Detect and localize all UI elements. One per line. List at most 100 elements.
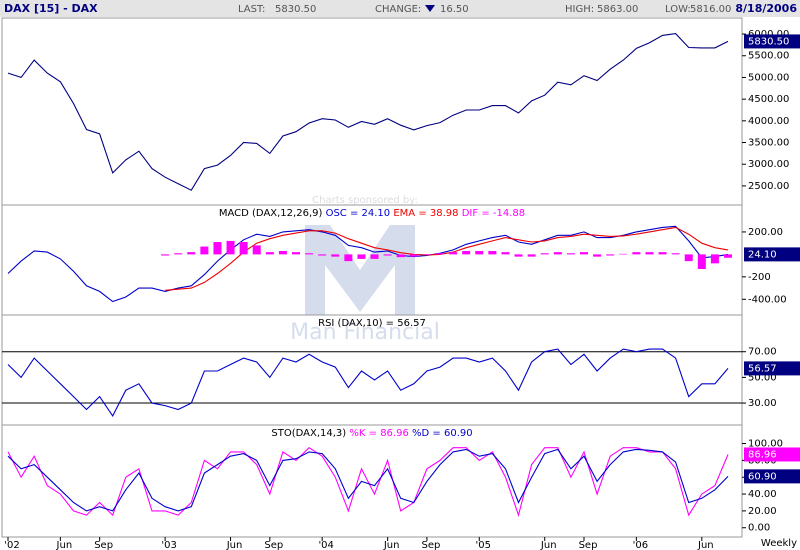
title-text: RSI (DAX,10) =: [318, 318, 394, 329]
histogram-bar: [436, 253, 444, 255]
x-tick-label: '03: [161, 540, 176, 550]
histogram-bar: [593, 254, 602, 257]
header-bar: [0, 0, 800, 17]
panel-title: STO(DAX,14,3) %K = 86.96 %D = 60.90: [271, 428, 472, 439]
x-tick-label: Jun: [56, 540, 73, 550]
x-tick-label: '02: [4, 540, 19, 550]
histogram-bar: [671, 253, 680, 255]
histogram-bar: [344, 254, 353, 262]
x-tick-label: Jun: [540, 540, 557, 550]
value-box-label: 24.10: [748, 249, 777, 260]
value-box-label: 5830.50: [748, 36, 789, 47]
high-value: 5863.00: [597, 4, 638, 15]
legend-name: OSC =: [326, 208, 359, 219]
histogram-bar: [174, 253, 183, 255]
y-tick-label: 70.00: [748, 347, 777, 358]
y-tick-label: 40.00: [748, 489, 777, 500]
histogram-bar: [514, 254, 523, 257]
value-box-label: 56.57: [748, 363, 777, 374]
legend-value: 24.10: [362, 208, 391, 219]
value-box-label: 86.96: [748, 449, 777, 460]
panel-title: RSI (DAX,10) = 56.57: [318, 318, 426, 329]
histogram-bar: [606, 254, 615, 256]
value-box: [744, 34, 800, 49]
series-line: [165, 226, 729, 291]
y-tick-label: 2500.00: [748, 181, 789, 192]
histogram-bar: [357, 254, 366, 259]
histogram-bar: [619, 253, 628, 255]
value-box: [744, 469, 800, 484]
y-tick-label: 3000.00: [748, 159, 789, 170]
histogram-bar: [422, 254, 431, 255]
period: Weekly: [761, 538, 797, 549]
sponsor-note: Charts sponsored by:: [312, 195, 418, 206]
y-tick-label: 30.00: [748, 398, 777, 409]
down-arrow: [425, 5, 435, 12]
y-tick-label: -200: [748, 272, 771, 283]
histogram-bar: [200, 246, 209, 255]
legend-value: -14.88: [493, 208, 525, 219]
histogram-bar: [645, 252, 654, 255]
histogram-bar: [252, 245, 261, 255]
title-text: MACD (DAX,12,26,9): [219, 208, 323, 219]
panel-frame: [1, 424, 743, 538]
change-value: 16.50: [440, 4, 469, 15]
histogram-bar: [396, 254, 405, 258]
histogram-bar: [187, 252, 196, 255]
x-tick-label: Sep: [579, 540, 598, 550]
x-tick-label: Jun: [383, 540, 400, 550]
panel-title: MACD (DAX,12,26,9) OSC = 24.10 EMA = 38.…: [219, 208, 525, 219]
histogram-bar: [540, 253, 549, 255]
histogram-bar: [475, 251, 484, 255]
change-label: CHANGE:: [375, 4, 421, 15]
histogram-bar: [383, 254, 392, 256]
x-tick-label: Sep: [264, 540, 283, 550]
sponsor-logo: [305, 225, 415, 315]
watermark: Charts sponsored by: Man Financial: [290, 195, 440, 345]
histogram-bar: [501, 252, 510, 255]
y-tick-label: 100.00: [748, 439, 783, 450]
value-box: [744, 447, 800, 462]
low-value: 5816.00: [690, 4, 731, 15]
histogram-bar: [213, 242, 222, 255]
histogram-bar: [370, 254, 379, 259]
series-line: [7, 447, 729, 518]
x-tick-label: Sep: [421, 540, 440, 550]
symbol: DAX [15] - DAX: [4, 2, 98, 15]
histogram-bar: [278, 251, 287, 255]
title-value: 56.57: [397, 318, 426, 329]
legend-name: %D =: [412, 428, 441, 439]
x-tick-label: Jun: [226, 540, 243, 550]
legend-value: 60.90: [444, 428, 473, 439]
histogram-bar: [462, 251, 471, 255]
title-text: STO(DAX,14,3): [271, 428, 346, 439]
y-tick-label: 50.00: [748, 372, 777, 383]
histogram-bar: [318, 254, 327, 256]
histogram-bar: [409, 254, 418, 257]
series-line: [7, 448, 729, 512]
x-tick-label: '05: [476, 540, 491, 550]
histogram-bar: [292, 252, 300, 255]
histogram-bar: [724, 254, 732, 258]
y-tick-label: 4500.00: [748, 94, 789, 105]
y-tick-label: 3500.00: [748, 138, 789, 149]
y-tick-label: 5500.00: [748, 51, 789, 62]
histogram-bar: [527, 254, 536, 257]
histogram-bar: [697, 254, 706, 269]
y-tick-label: -400.00: [748, 294, 787, 305]
histogram-bar: [331, 254, 340, 257]
histogram-bar: [239, 242, 248, 255]
legend-value: 86.96: [380, 428, 409, 439]
date: 8/18/2006: [735, 2, 797, 15]
last-value: 5830.50: [275, 4, 316, 15]
low-label: LOW:: [665, 4, 691, 15]
value-box: [744, 247, 800, 262]
histogram-bar: [488, 251, 497, 255]
histogram-bar: [305, 253, 314, 255]
histogram-bar: [658, 252, 667, 255]
y-tick-label: 0.00: [748, 523, 770, 534]
y-tick-label: 200.00: [748, 227, 783, 238]
histogram-bar: [449, 252, 458, 255]
panel-frame: [1, 17, 743, 206]
